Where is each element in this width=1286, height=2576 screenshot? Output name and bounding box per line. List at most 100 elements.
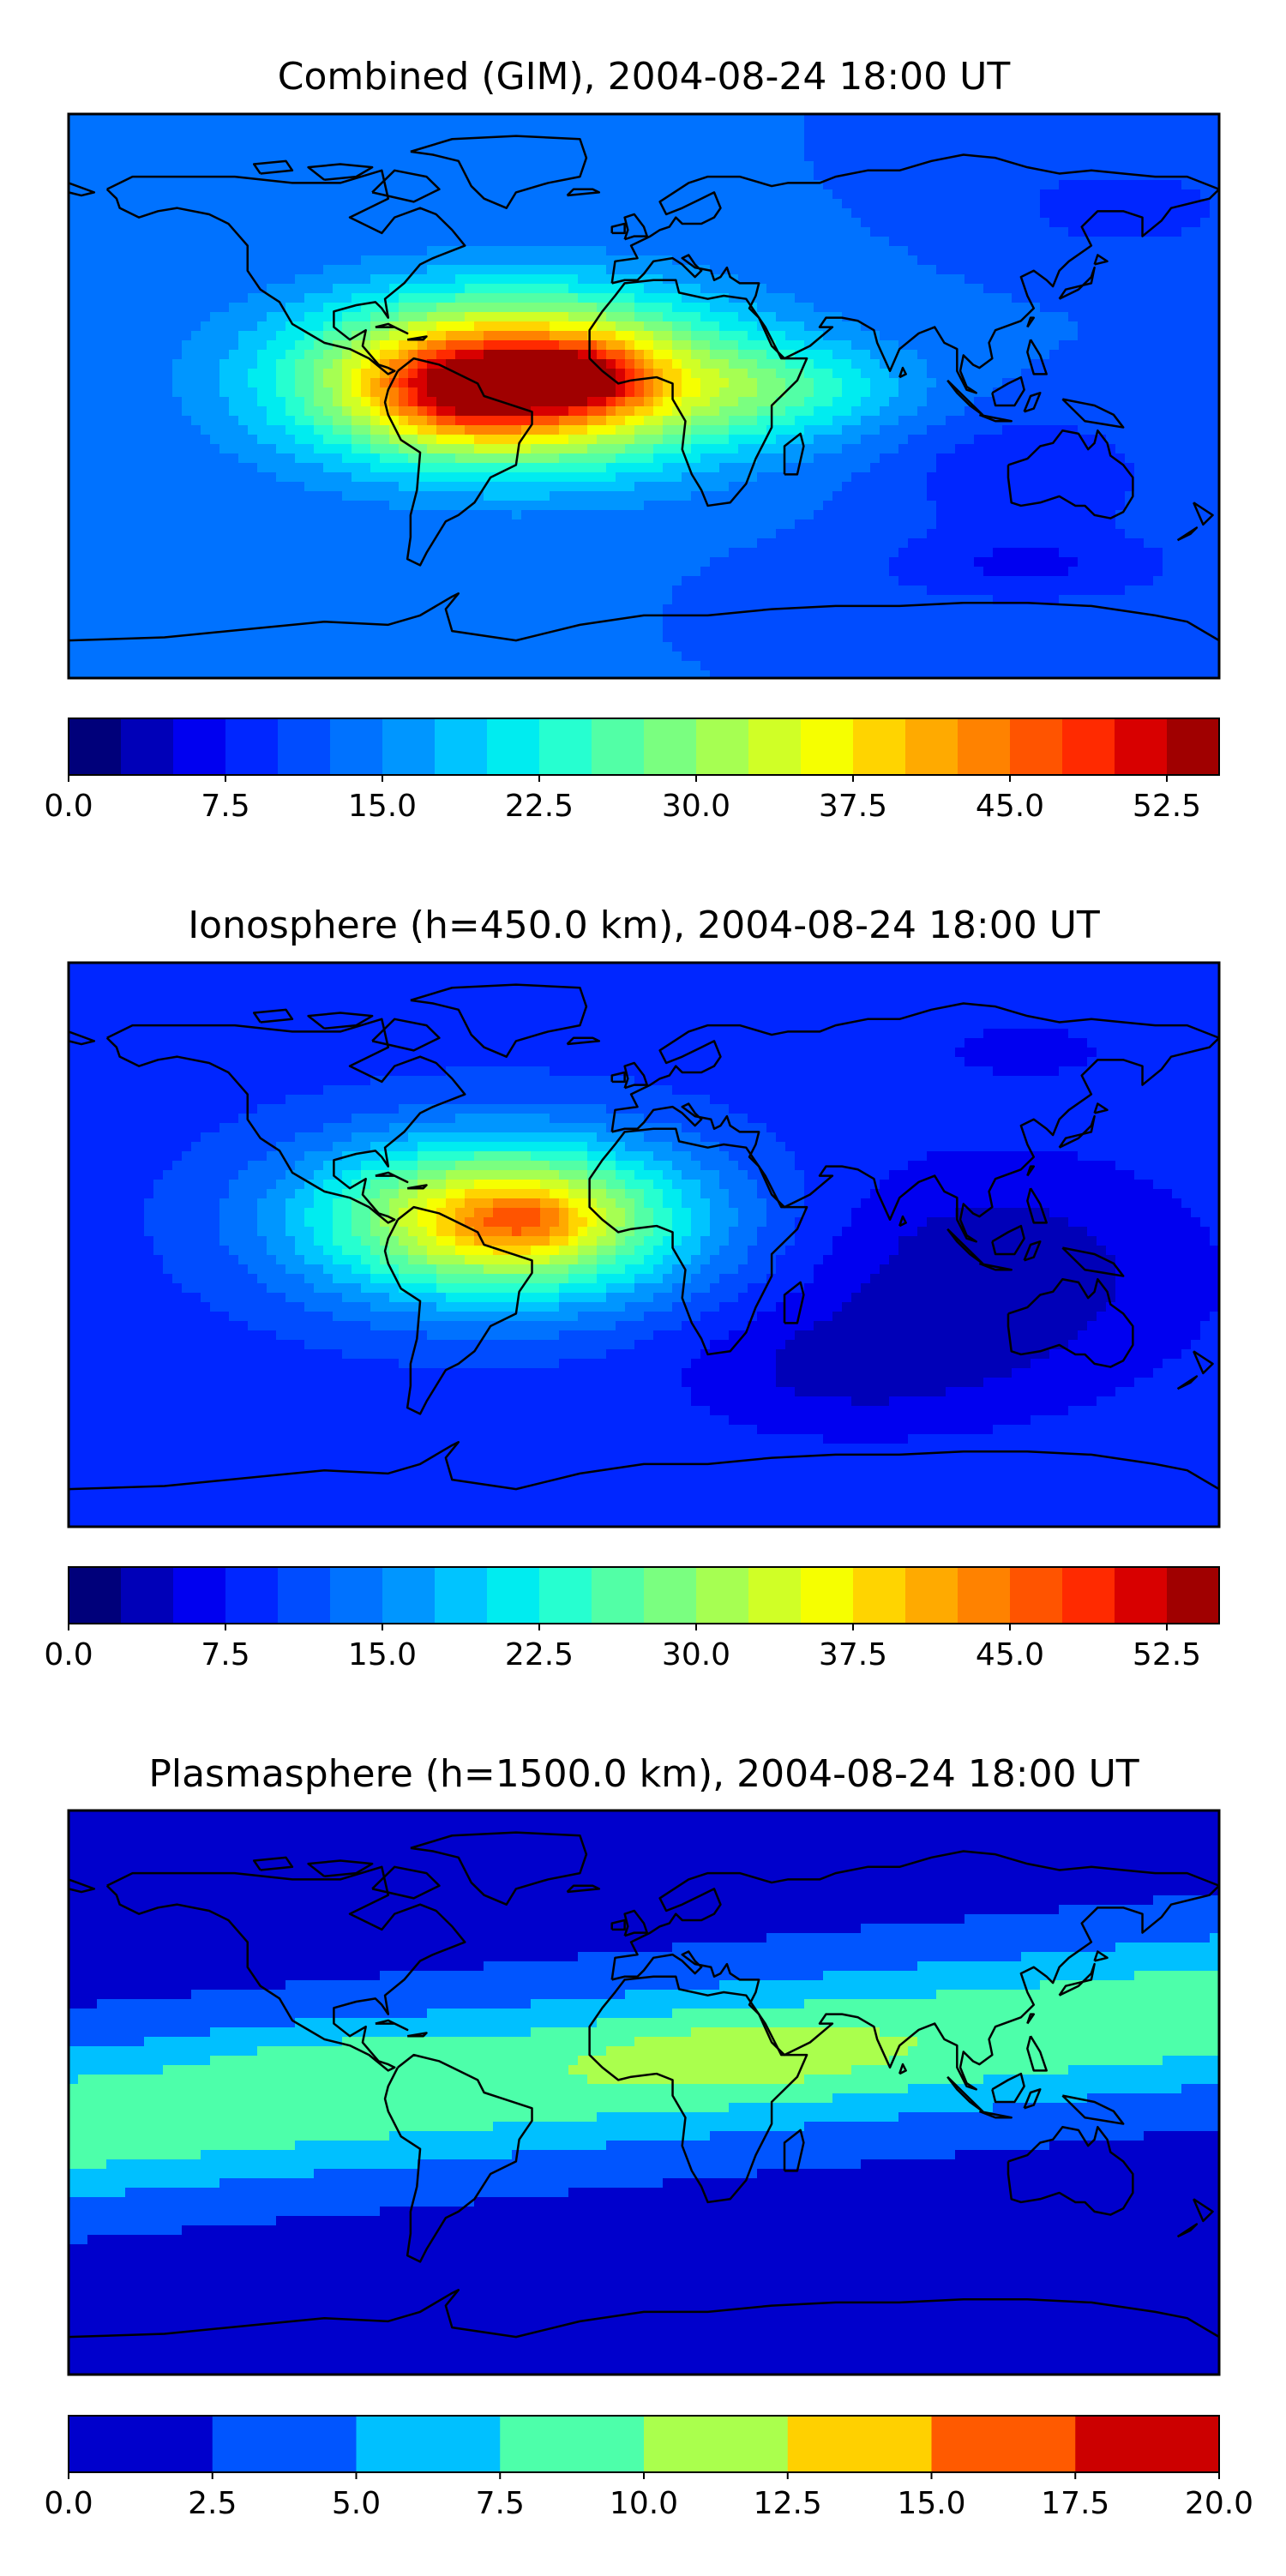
heatmap-cell — [814, 312, 824, 322]
heatmap-cell — [927, 123, 937, 134]
heatmap-cell — [182, 387, 192, 398]
heatmap-cell — [889, 152, 899, 162]
heatmap-cell — [512, 369, 522, 379]
heatmap-cell — [153, 312, 164, 322]
heatmap-cell — [804, 227, 814, 237]
heatmap-cell — [653, 435, 664, 445]
heatmap-cell — [531, 378, 541, 388]
heatmap-cell — [908, 152, 918, 162]
heatmap-cell — [700, 425, 711, 435]
heatmap-cell — [370, 369, 381, 379]
heatmap-cell — [1049, 218, 1060, 228]
heatmap-cell — [983, 340, 994, 351]
heatmap-cell — [502, 246, 513, 256]
heatmap-cell — [766, 227, 777, 237]
heatmap-cell — [663, 406, 673, 417]
heatmap-cell — [418, 425, 428, 435]
heatmap-cell — [729, 189, 739, 200]
heatmap-cell — [1021, 227, 1031, 237]
heatmap-cell — [719, 133, 730, 143]
heatmap-cell — [804, 303, 814, 313]
heatmap-cell — [832, 152, 843, 162]
heatmap-cell — [219, 369, 230, 379]
heatmap-cell — [69, 246, 79, 256]
heatmap-cell — [776, 171, 786, 181]
heatmap-cell — [257, 133, 267, 143]
heatmap-cell — [634, 284, 645, 294]
heatmap-cell — [568, 227, 579, 237]
heatmap-cell — [955, 369, 965, 379]
heatmap-cell — [87, 397, 98, 407]
heatmap-cell — [587, 123, 598, 134]
heatmap-cell — [832, 406, 843, 417]
heatmap-cell — [1106, 199, 1116, 209]
heatmap-cell — [427, 369, 437, 379]
heatmap-cell — [1210, 123, 1219, 134]
heatmap-cell — [578, 180, 588, 190]
heatmap-cell — [436, 435, 447, 445]
heatmap-cell — [342, 161, 352, 171]
heatmap-cell — [889, 189, 899, 200]
heatmap-cell — [352, 246, 362, 256]
heatmap-cell — [436, 359, 447, 369]
heatmap-cell — [116, 189, 126, 200]
heatmap-cell — [776, 274, 786, 285]
heatmap-cell — [832, 284, 843, 294]
heatmap-cell — [389, 114, 400, 124]
heatmap-cell — [1144, 312, 1154, 322]
heatmap-cell — [87, 274, 98, 285]
heatmap-cell — [455, 331, 466, 341]
heatmap-cell — [898, 161, 909, 171]
heatmap-cell — [135, 435, 145, 445]
heatmap-cell — [1172, 171, 1182, 181]
heatmap-cell — [531, 359, 541, 369]
heatmap-cell — [153, 246, 164, 256]
heatmap-cell — [729, 227, 739, 237]
heatmap-cell — [333, 189, 343, 200]
heatmap-cell — [399, 387, 409, 398]
heatmap-cell — [493, 208, 503, 219]
heatmap-cell — [908, 293, 918, 303]
heatmap-cell — [116, 482, 126, 492]
heatmap-cell — [87, 171, 98, 181]
heatmap-cell — [314, 237, 324, 247]
heatmap-cell — [135, 218, 145, 228]
heatmap-cell — [814, 142, 824, 153]
heatmap-cell — [880, 350, 890, 360]
heatmap-cell — [634, 387, 645, 398]
heatmap-cell — [578, 425, 588, 435]
heatmap-cell — [710, 237, 720, 247]
heatmap-cell — [540, 350, 550, 360]
heatmap-cell — [748, 359, 758, 369]
heatmap-cell — [672, 397, 682, 407]
heatmap-cell — [172, 387, 183, 398]
heatmap-cell — [1097, 123, 1107, 134]
heatmap-cell — [832, 208, 843, 219]
heatmap-cell — [333, 397, 343, 407]
heatmap-cell — [766, 293, 777, 303]
heatmap-cell — [69, 208, 79, 219]
heatmap-cell — [380, 359, 390, 369]
heatmap-cell — [1012, 246, 1022, 256]
heatmap-cell — [219, 350, 230, 360]
heatmap-cell — [880, 425, 890, 435]
heatmap-cell — [1012, 369, 1022, 379]
heatmap-cell — [1021, 208, 1031, 219]
heatmap-cell — [625, 472, 635, 483]
heatmap-cell — [125, 350, 135, 360]
heatmap-cell — [163, 274, 173, 285]
heatmap-cell — [587, 453, 598, 464]
heatmap-cell — [814, 387, 824, 398]
heatmap-cell — [644, 189, 654, 200]
heatmap-cell — [540, 435, 550, 445]
heatmap-cell — [285, 237, 296, 247]
heatmap-cell — [229, 255, 239, 266]
heatmap-cell — [700, 406, 711, 417]
heatmap-cell — [333, 350, 343, 360]
heatmap-cell — [87, 331, 98, 341]
heatmap-cell — [946, 491, 956, 501]
heatmap-cell — [1012, 199, 1022, 209]
heatmap-cell — [1144, 123, 1154, 134]
heatmap-cell — [946, 444, 956, 454]
heatmap-cell — [672, 303, 682, 313]
